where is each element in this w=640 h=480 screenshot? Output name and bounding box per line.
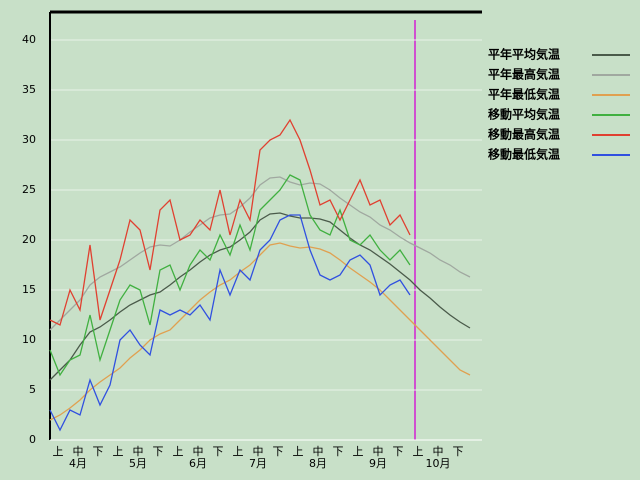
x-tick-label: 上 [293,445,304,458]
y-tick-label: 5 [29,383,36,396]
series-line [49,212,471,381]
y-tick-label: 35 [22,83,36,96]
y-tick-label: 10 [22,333,36,346]
x-tick-label: 上 [173,445,184,458]
x-tick-label: 中 [373,445,384,458]
y-tick-label: 40 [22,33,36,46]
legend-label: 移動平均気温 [488,107,560,122]
x-tick-label: 下 [153,445,164,458]
series-line [49,242,471,421]
month-label: 10月 [426,457,451,470]
series-line [49,174,411,377]
month-label: 4月 [69,457,87,470]
x-tick-label: 上 [113,445,124,458]
x-tick-label: 下 [333,445,344,458]
y-tick-label: 0 [29,433,36,446]
x-tick-label: 上 [53,445,64,458]
x-tick-label: 下 [273,445,284,458]
x-tick-label: 下 [393,445,404,458]
y-tick-label: 15 [22,283,36,296]
series-line [49,176,471,331]
y-tick-label: 30 [22,133,36,146]
x-tick-label: 中 [73,445,84,458]
month-label: 9月 [369,457,387,470]
x-tick-label: 中 [133,445,144,458]
month-label: 7月 [249,457,267,470]
legend-label: 平年最低気温 [488,87,560,102]
month-label: 8月 [309,457,327,470]
series-line [49,118,411,326]
x-tick-label: 中 [193,445,204,458]
series-line [49,214,411,432]
x-tick-label: 中 [313,445,324,458]
x-tick-label: 中 [433,445,444,458]
legend-label: 平年平均気温 [488,47,560,62]
y-tick-label: 25 [22,183,36,196]
legend-label: 移動最高気温 [488,127,560,142]
x-tick-label: 下 [213,445,224,458]
month-label: 6月 [189,457,207,470]
x-tick-label: 下 [453,445,464,458]
x-tick-label: 上 [353,445,364,458]
legend-label: 移動最低気温 [488,147,560,162]
x-tick-label: 上 [233,445,244,458]
legend-label: 平年最高気温 [488,67,560,82]
x-tick-label: 中 [253,445,264,458]
y-tick-label: 20 [22,233,36,246]
month-label: 5月 [129,457,147,470]
x-tick-label: 上 [413,445,424,458]
x-tick-label: 下 [93,445,104,458]
